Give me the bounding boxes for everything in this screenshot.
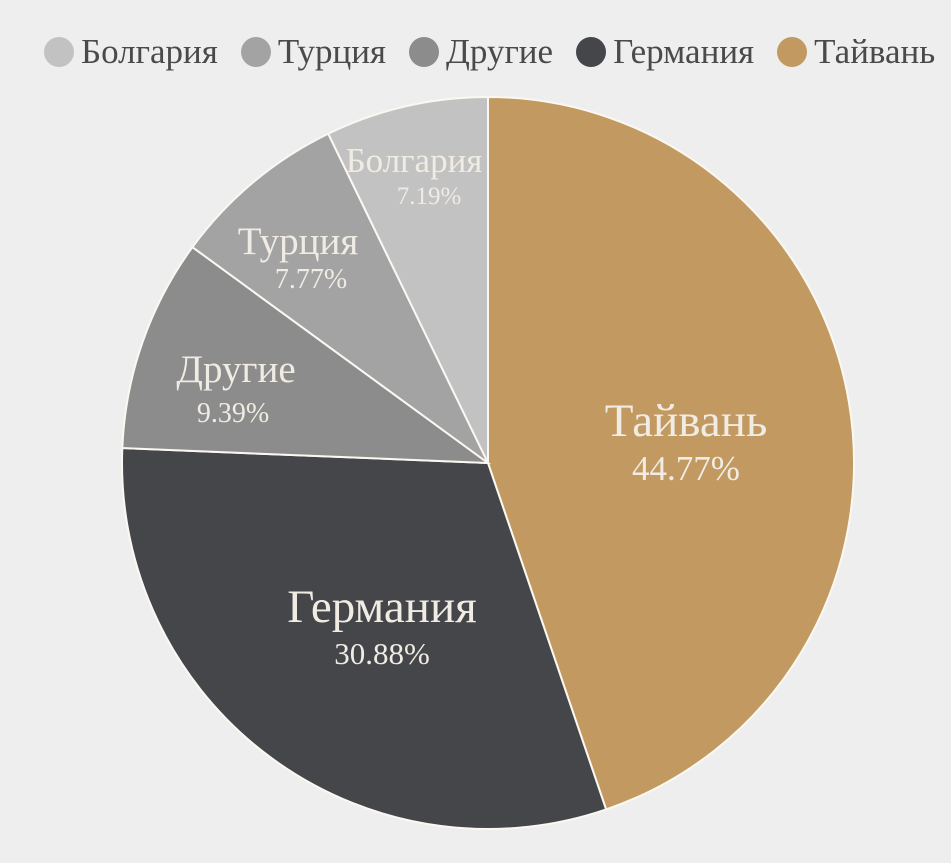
svg-text:Турция: Турция — [238, 220, 359, 263]
svg-text:Тайвань: Тайвань — [605, 395, 768, 447]
svg-text:Германия: Германия — [287, 581, 476, 633]
svg-text:Болгария: Болгария — [346, 141, 483, 180]
svg-text:44.77%: 44.77% — [632, 449, 740, 488]
svg-text:7.77%: 7.77% — [275, 264, 347, 295]
svg-text:9.39%: 9.39% — [197, 398, 269, 429]
svg-text:Другие: Другие — [176, 348, 295, 391]
svg-text:30.88%: 30.88% — [334, 636, 430, 671]
svg-text:7.19%: 7.19% — [397, 183, 462, 210]
